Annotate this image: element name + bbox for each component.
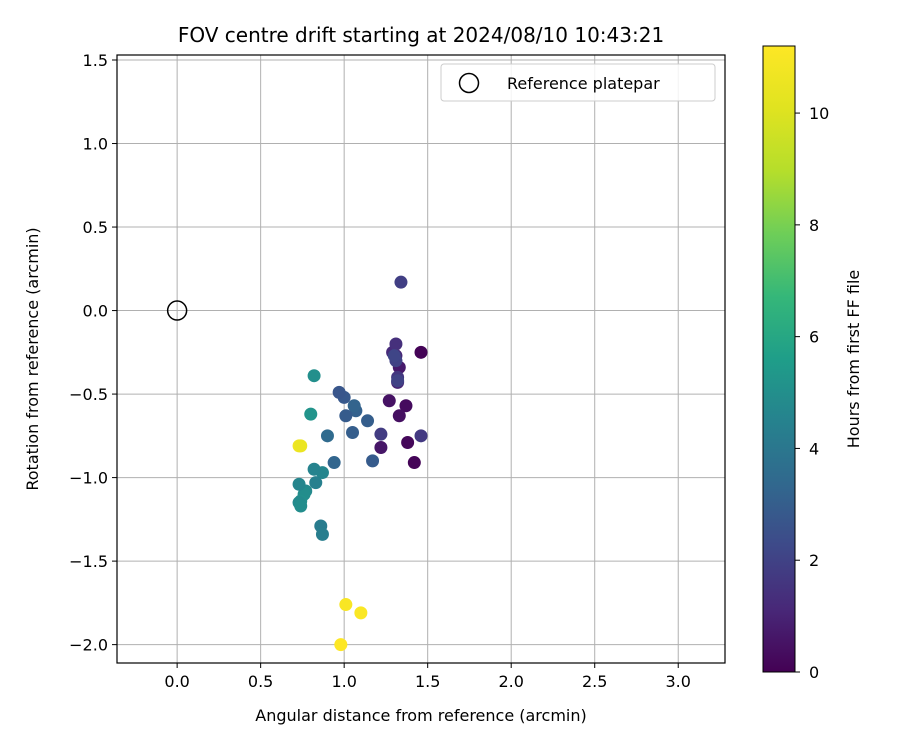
legend-box <box>440 63 716 102</box>
data-point <box>414 429 428 443</box>
x-tick-label: 2.5 <box>582 672 607 691</box>
data-point <box>332 385 346 399</box>
data-point <box>366 454 380 468</box>
y-tick-label: 1.5 <box>83 51 108 70</box>
y-tick-label: −0.5 <box>69 385 108 404</box>
colorbar-tick-label: 10 <box>809 104 829 123</box>
legend: Reference platepar <box>440 63 716 102</box>
x-tick-label: 3.0 <box>666 672 691 691</box>
data-point <box>374 441 388 455</box>
data-point <box>401 436 415 450</box>
colorbar-tick-label: 4 <box>809 439 819 458</box>
data-point <box>382 394 396 408</box>
data-point <box>334 638 348 652</box>
colorbar <box>762 45 796 673</box>
colorbar-tick-label: 8 <box>809 216 819 235</box>
data-point <box>327 456 341 470</box>
x-axis-ticks: 0.0 0.5 1.0 1.5 2.0 2.5 3.0 <box>164 663 691 691</box>
y-axis-ticks: 1.5 1.0 0.5 0.0 −0.5 −1.0 −1.5 −2.0 <box>69 51 117 655</box>
x-tick-label: 0.0 <box>164 672 189 691</box>
data-point <box>292 477 306 491</box>
colorbar-tick-label: 6 <box>809 328 819 347</box>
chart-title: FOV centre drift starting at 2024/08/10 … <box>178 23 664 47</box>
y-tick-label: −1.0 <box>69 469 108 488</box>
data-point <box>294 439 308 453</box>
colorbar-ticks: 0 2 4 6 8 10 <box>795 104 829 682</box>
plot-frame <box>116 54 726 664</box>
x-axis-label: Angular distance from reference (arcmin) <box>255 706 586 725</box>
data-point <box>354 606 368 620</box>
data-point <box>389 337 403 351</box>
data-point <box>304 407 318 421</box>
y-axis-label: Rotation from reference (arcmin) <box>23 227 42 490</box>
legend-label: Reference platepar <box>507 74 660 93</box>
data-point <box>339 598 353 612</box>
data-point <box>392 409 406 423</box>
colorbar-label: Hours from first FF file <box>844 270 863 449</box>
data-point <box>347 399 361 413</box>
y-tick-label: 1.0 <box>83 135 108 154</box>
y-tick-label: −2.0 <box>69 636 108 655</box>
legend-marker <box>458 72 480 94</box>
data-point <box>387 349 401 363</box>
x-tick-label: 1.5 <box>415 672 440 691</box>
plot-marks <box>166 275 428 652</box>
x-tick-label: 1.0 <box>331 672 356 691</box>
data-point <box>339 409 353 423</box>
x-tick-label: 0.5 <box>248 672 273 691</box>
data-point <box>307 462 321 476</box>
y-tick-label: 0.0 <box>83 302 108 321</box>
data-point <box>394 275 408 289</box>
data-point <box>309 476 323 490</box>
data-point <box>391 374 405 388</box>
data-point <box>294 499 308 513</box>
y-tick-label: −1.5 <box>69 552 108 571</box>
data-point <box>320 429 334 443</box>
data-point <box>374 427 388 441</box>
colorbar-tick-label: 2 <box>809 551 819 570</box>
data-point <box>346 425 360 439</box>
data-point <box>307 369 321 383</box>
data-point <box>315 527 329 541</box>
data-point <box>399 399 413 413</box>
x-tick-label: 2.0 <box>498 672 523 691</box>
y-tick-label: 0.5 <box>83 218 108 237</box>
data-point <box>361 414 375 428</box>
grid <box>117 55 725 663</box>
data-point <box>414 345 428 359</box>
data-point <box>407 456 421 470</box>
colorbar-tick-label: 0 <box>809 663 819 682</box>
reference-platepar-marker <box>166 300 188 321</box>
